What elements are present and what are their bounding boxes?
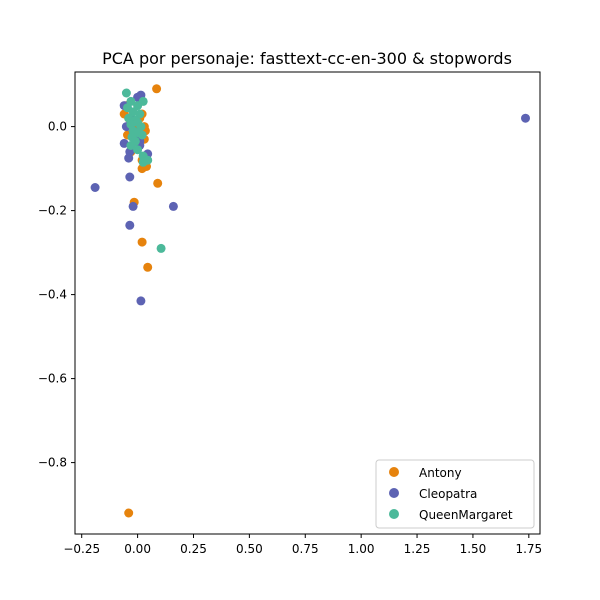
data-point-cleopatra-18 xyxy=(125,220,135,230)
x-tick-label: 0.50 xyxy=(236,542,263,556)
y-tick-label: −0.2 xyxy=(38,204,67,218)
data-point-queenmargaret-17 xyxy=(126,141,136,150)
legend-item-cleopatra: Cleopatra xyxy=(389,487,477,501)
data-point-antony-16 xyxy=(153,178,163,188)
x-tick-label: −0.25 xyxy=(63,542,100,556)
legend-marker-antony xyxy=(389,467,399,477)
legend-label-cleopatra: Cleopatra xyxy=(419,487,477,501)
data-point-antony-19 xyxy=(143,262,153,272)
points-layer xyxy=(90,84,530,518)
data-point-cleopatra-19 xyxy=(136,296,146,306)
y-tick-label: 0.0 xyxy=(48,120,67,134)
data-point-antony-20 xyxy=(124,508,134,518)
plot-area xyxy=(75,72,540,534)
data-point-cleopatra-11 xyxy=(124,153,134,163)
x-tick-label: 0.75 xyxy=(292,542,319,556)
data-point-antony-18 xyxy=(137,237,147,247)
data-point-queenmargaret-18 xyxy=(133,145,143,155)
legend-marker-queenmargaret xyxy=(389,509,399,519)
chart-title: PCA por personaje: fasttext-cc-en-300 & … xyxy=(102,49,512,68)
x-axis: −0.25 0.00 0.25 0.50 0.75 1.00 1.25 1.50 1.75 xyxy=(63,534,542,556)
y-axis: 0.0 −0.2 −0.4 −0.6 −0.8 xyxy=(38,120,75,470)
x-tick-label: 1.50 xyxy=(460,542,487,556)
legend-item-queenmargaret: QueenMargaret xyxy=(389,508,513,522)
y-tick-label: −0.6 xyxy=(38,372,67,386)
x-tick-label: 0.25 xyxy=(180,542,207,556)
legend-label-queenmargaret: QueenMargaret xyxy=(419,508,513,522)
y-tick-label: −0.4 xyxy=(38,288,67,302)
data-point-cleopatra-16 xyxy=(128,201,138,211)
x-tick-label: 1.75 xyxy=(515,542,542,556)
data-point-queenmargaret-22 xyxy=(156,243,166,253)
data-point-queenmargaret-6 xyxy=(135,109,145,119)
x-tick-label: 1.00 xyxy=(348,542,375,556)
data-point-antony-0 xyxy=(152,84,162,94)
data-point-cleopatra-0 xyxy=(521,113,530,123)
plot-frame xyxy=(74,71,541,535)
x-tick-label: 0.00 xyxy=(124,542,151,556)
data-point-cleopatra-17 xyxy=(168,201,178,211)
legend-label-antony: Antony xyxy=(419,466,462,480)
data-point-queenmargaret-0 xyxy=(121,88,131,98)
data-point-cleopatra-15 xyxy=(90,183,100,192)
data-point-queenmargaret-15 xyxy=(137,130,147,140)
legend-marker-cleopatra xyxy=(389,488,399,498)
y-tick-label: −0.8 xyxy=(38,456,67,470)
legend-box xyxy=(375,459,535,529)
legend: Antony Cleopatra QueenMargaret xyxy=(375,459,535,529)
data-point-cleopatra-14 xyxy=(125,172,135,182)
x-tick-label: 1.25 xyxy=(404,542,431,556)
legend-item-antony: Antony xyxy=(389,466,462,480)
data-point-queenmargaret-4 xyxy=(133,101,143,111)
series-queenmargaret xyxy=(121,88,166,253)
data-point-queenmargaret-21 xyxy=(138,157,148,167)
